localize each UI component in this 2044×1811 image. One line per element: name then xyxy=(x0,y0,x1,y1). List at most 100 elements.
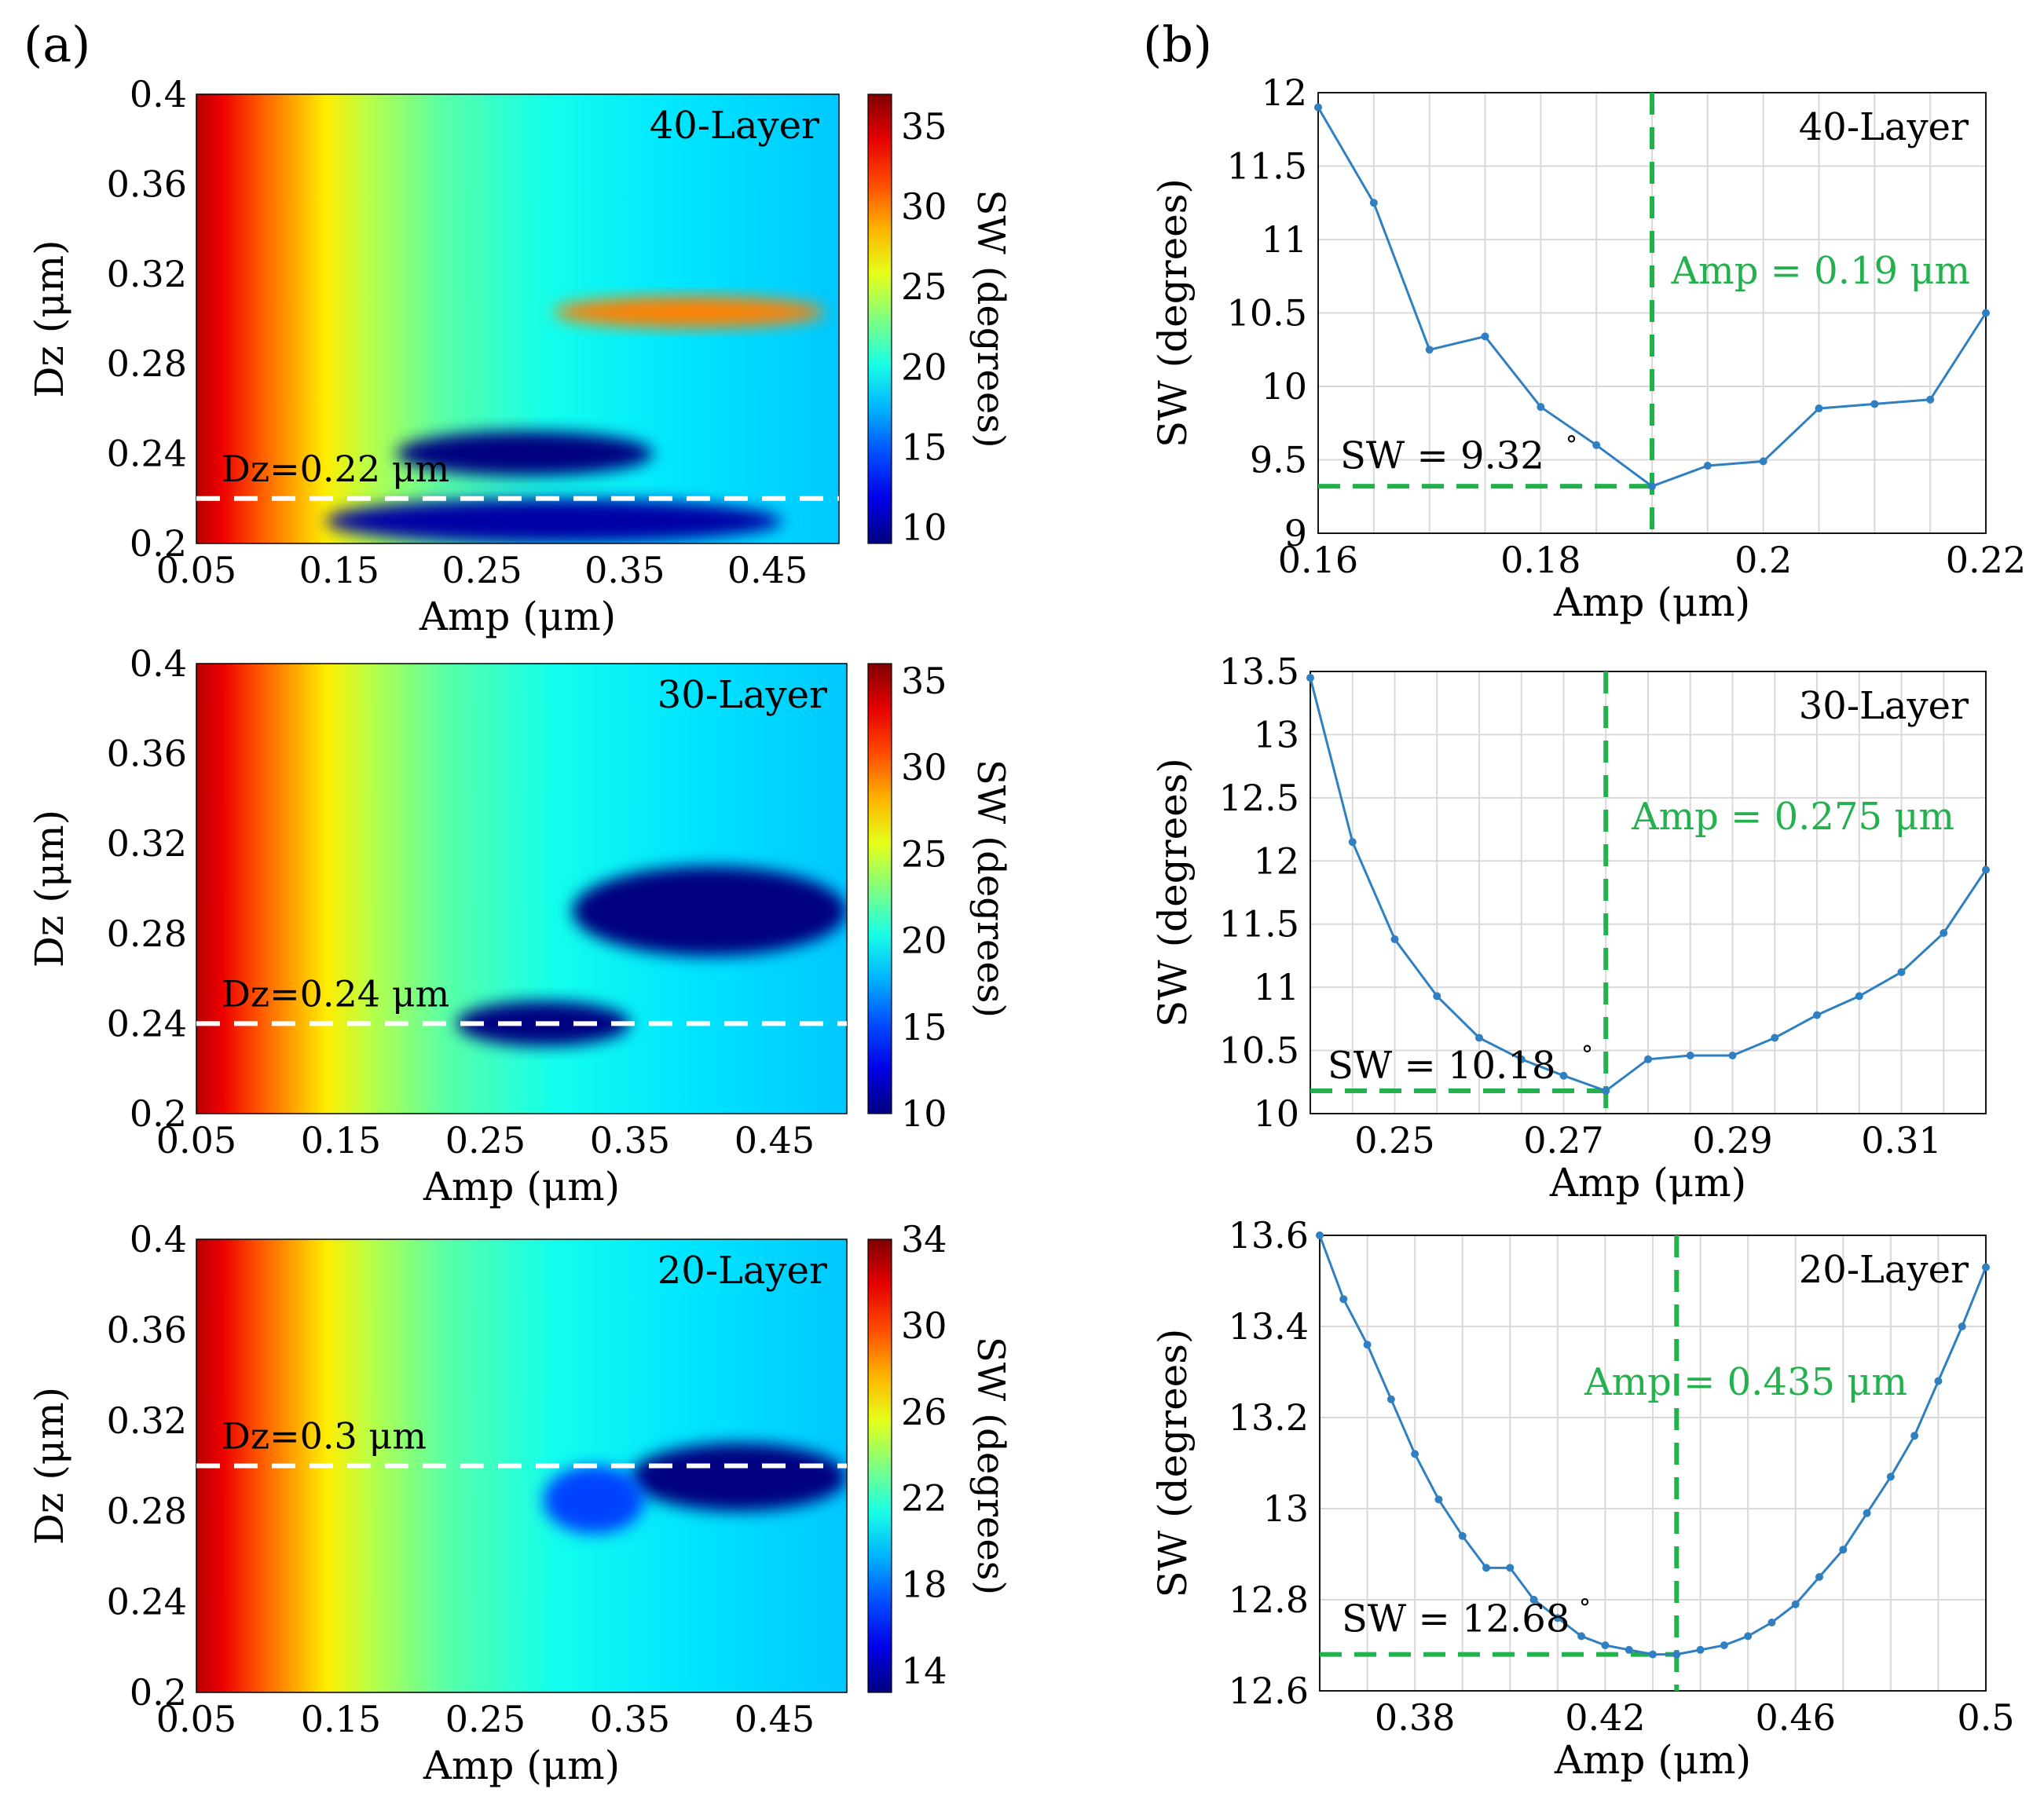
data-point xyxy=(1433,992,1441,1001)
x-tick-label: 0.45 xyxy=(734,1698,815,1740)
y-axis-label: SW (degrees) xyxy=(1150,758,1196,1027)
data-point xyxy=(1815,1573,1823,1581)
data-point xyxy=(1982,1263,1990,1271)
amp-annotation: Amp = 0.19 μm xyxy=(1671,249,1970,293)
colorbar-tick-label: 25 xyxy=(901,832,947,875)
x-axis-label: Amp (μm) xyxy=(1549,1160,1746,1206)
x-tick-label: 0.16 xyxy=(1278,539,1358,581)
colorbar-tick-label: 25 xyxy=(901,265,947,308)
sw-annotation: SW = 10.18 xyxy=(1328,1044,1555,1088)
x-tick-label: 0.25 xyxy=(441,549,522,591)
data-point xyxy=(1686,1052,1694,1060)
plot-frame xyxy=(196,663,848,1114)
data-point xyxy=(1839,1546,1848,1554)
y-tick-label: 0.2 xyxy=(130,522,187,565)
data-point xyxy=(1537,403,1545,412)
x-tick-label: 0.25 xyxy=(445,1119,526,1162)
x-tick-label: 0.42 xyxy=(1565,1696,1645,1739)
colorbar-tick-label: 34 xyxy=(901,1218,947,1260)
data-point xyxy=(1390,935,1399,944)
data-point xyxy=(1559,1071,1568,1080)
data-point xyxy=(1517,1055,1526,1063)
y-tick-label: 11 xyxy=(1253,966,1299,1008)
colorbar xyxy=(867,663,892,1114)
data-point xyxy=(1767,1619,1776,1626)
y-tick-label: 11.5 xyxy=(1219,903,1299,946)
y-tick-label: 0.36 xyxy=(107,1308,187,1351)
data-point xyxy=(1348,838,1357,847)
degree-symbol: ° xyxy=(1579,1595,1591,1623)
x-axis-label: Amp (μm) xyxy=(1554,1737,1751,1783)
panel-title: 30-Layer xyxy=(1799,684,1969,728)
x-tick-label: 0.46 xyxy=(1756,1696,1836,1739)
data-point xyxy=(1703,461,1712,470)
data-point xyxy=(1863,1509,1871,1517)
colorbar-tick-label: 15 xyxy=(901,1006,947,1048)
x-tick-label: 0.15 xyxy=(299,549,379,591)
heatmap-panel-a2: Dz=0.24 μm 30-Layer 0.4 0.36 0.32 0.28 0.24 0.2… xyxy=(27,642,1013,1209)
y-tick-label: 9 xyxy=(1284,512,1307,554)
panel-title: 30-Layer xyxy=(658,673,827,717)
x-axis-label: Amp (μm) xyxy=(419,594,616,639)
data-point xyxy=(1897,968,1906,976)
amp-annotation: Amp = 0.275 μm xyxy=(1631,795,1954,839)
y-tick-label: 10 xyxy=(1253,1092,1299,1135)
y-tick-label: 12.5 xyxy=(1219,777,1299,819)
y-tick-label: 13 xyxy=(1253,713,1299,755)
colorbar-tick-label: 30 xyxy=(901,185,947,228)
x-tick-label: 0.29 xyxy=(1692,1119,1772,1162)
y-tick-label: 0.24 xyxy=(107,1581,187,1623)
heatmap-features xyxy=(324,296,825,543)
colorbar-label: SW (degrees) xyxy=(969,189,1013,448)
y-tick-label: 13.2 xyxy=(1229,1396,1309,1439)
y-tick-label: 11.5 xyxy=(1227,145,1307,188)
x-tick-label: 0.18 xyxy=(1500,539,1581,581)
heatmap-region xyxy=(553,296,825,328)
degree-symbol: ° xyxy=(1581,1041,1593,1069)
colorbar-tick-label: 22 xyxy=(901,1477,947,1520)
y-tick-label: 0.28 xyxy=(107,342,187,385)
y-axis-label: Dz (μm) xyxy=(27,240,72,397)
data-point xyxy=(1475,1034,1483,1042)
x-tick-label: 0.35 xyxy=(590,1698,670,1740)
y-tick-label: 0.4 xyxy=(130,1218,187,1260)
data-point xyxy=(1601,1641,1610,1649)
data-point xyxy=(1648,482,1656,491)
y-tick-label: 0.32 xyxy=(107,253,187,295)
panel-title: 20-Layer xyxy=(1799,1248,1969,1292)
y-tick-label: 0.24 xyxy=(107,433,187,475)
x-tick-label: 0.5 xyxy=(1957,1696,2014,1739)
x-tick-label: 0.22 xyxy=(1946,539,2026,581)
x-tick-label: 0.35 xyxy=(590,1119,670,1162)
y-tick-label: 0.24 xyxy=(107,1002,187,1045)
dz-annotation: Dz=0.22 μm xyxy=(222,448,449,490)
data-point xyxy=(1744,1632,1753,1641)
y-tick-label: 13 xyxy=(1262,1487,1309,1530)
panel-title: 40-Layer xyxy=(650,104,819,148)
y-tick-label: 12 xyxy=(1261,71,1307,114)
y-tick-label: 13.5 xyxy=(1219,650,1299,693)
data-point xyxy=(1771,1034,1779,1042)
colorbar-tick-label: 35 xyxy=(901,660,947,702)
x-tick-label: 0.31 xyxy=(1861,1119,1941,1162)
data-point xyxy=(1386,1395,1395,1403)
plot-frame xyxy=(1319,1235,1987,1692)
heatmap-region xyxy=(572,865,847,957)
data-point xyxy=(1870,400,1879,408)
data-point xyxy=(1306,674,1314,682)
panel-label-b: (b) xyxy=(1143,16,1212,73)
y-tick-label: 11 xyxy=(1261,218,1307,261)
data-point xyxy=(1720,1641,1728,1649)
x-tick-label: 0.15 xyxy=(301,1698,381,1740)
y-tick-label: 0.2 xyxy=(130,1671,187,1714)
colorbar-tick-label: 15 xyxy=(901,426,947,468)
data-point xyxy=(1672,1650,1681,1659)
colorbar-tick-label: 20 xyxy=(901,920,947,962)
heatmap-panel-a1: Dz=0.22 μm 40-Layer 0.4 0.36 0.32 0.28 0.24 0.2… xyxy=(27,73,1013,639)
x-tick-label: 0.2 xyxy=(1734,539,1792,581)
y-tick-label: 0.2 xyxy=(130,1092,187,1135)
y-tick-label: 0.4 xyxy=(130,73,187,115)
colorbar-tick-label: 10 xyxy=(901,507,947,549)
y-tick-label: 12 xyxy=(1253,840,1299,882)
data-point xyxy=(1926,395,1935,404)
